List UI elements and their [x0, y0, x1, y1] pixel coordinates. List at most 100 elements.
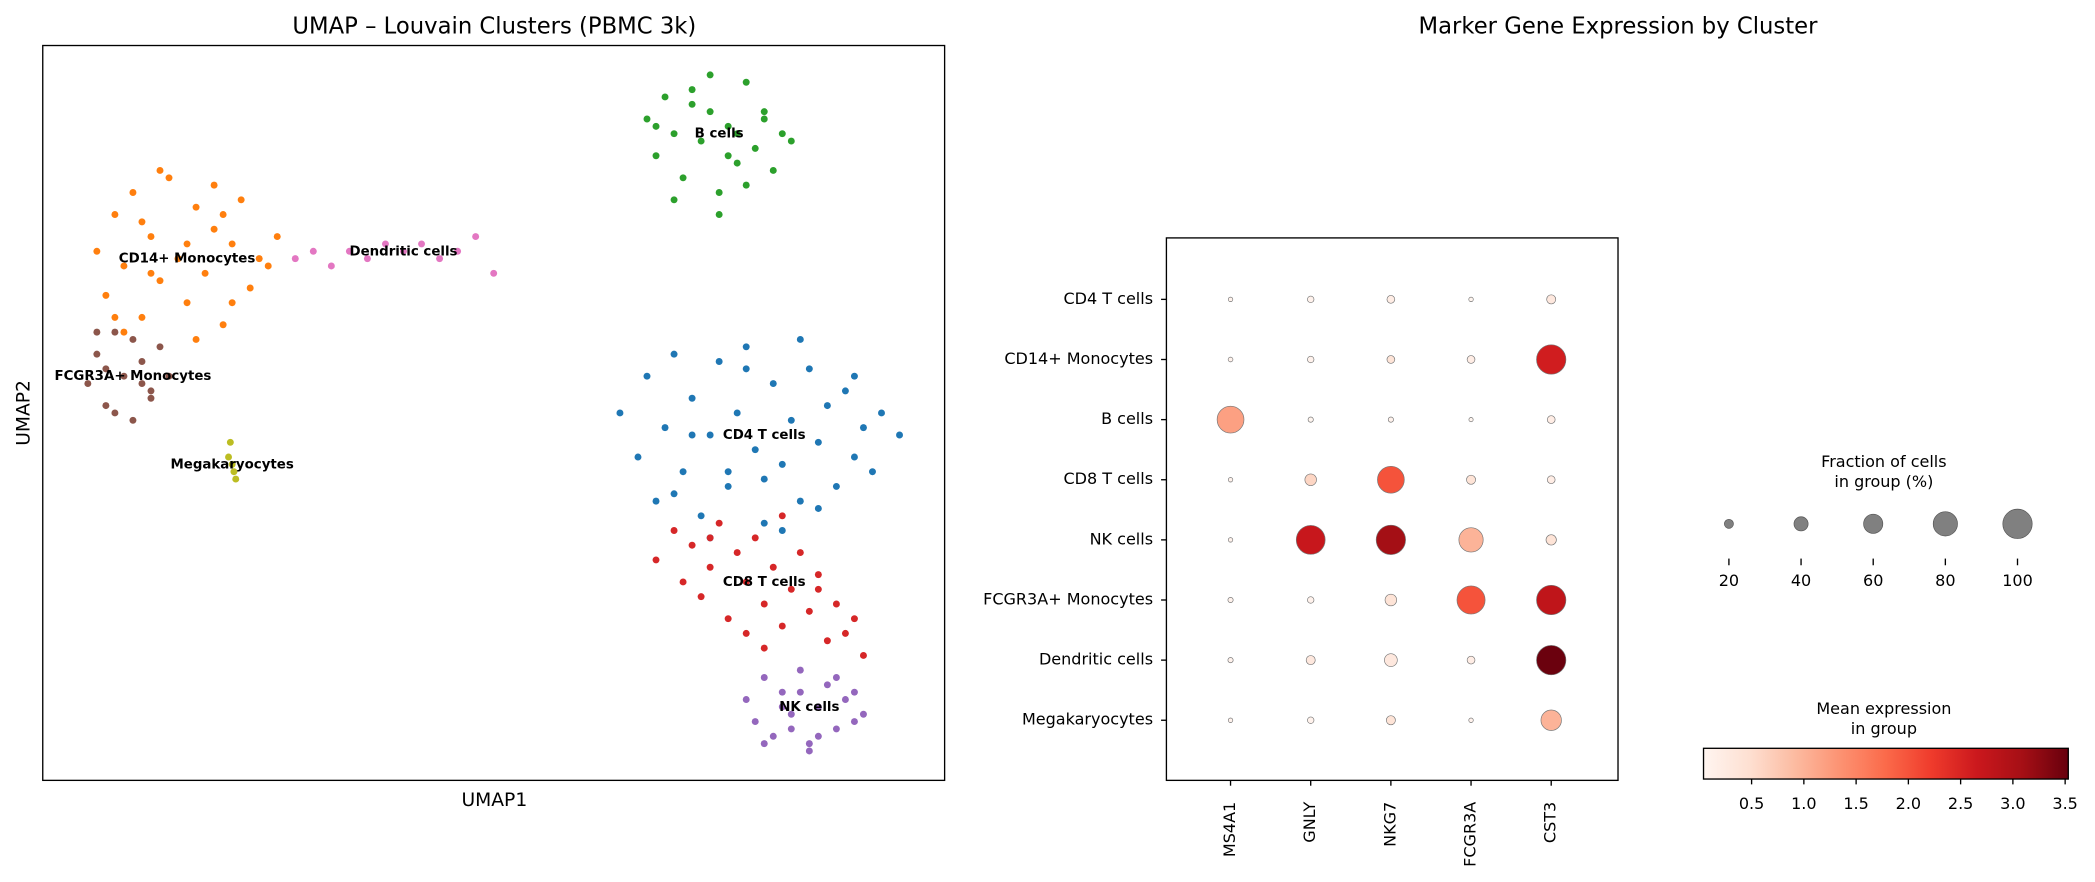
- cell-point: [814, 732, 822, 740]
- cell-point: [309, 247, 317, 255]
- cell-point: [778, 460, 786, 468]
- cell-point: [859, 651, 867, 659]
- cell-point: [787, 710, 795, 718]
- cluster-label: NK cells: [779, 700, 839, 715]
- cell-point: [228, 240, 236, 248]
- cell-point: [778, 622, 786, 630]
- cell-point: [688, 541, 696, 549]
- cell-point: [733, 549, 741, 557]
- plot-frame: [1165, 237, 1619, 782]
- cell-point: [724, 122, 732, 130]
- cell-point: [634, 453, 642, 461]
- cell-point: [706, 108, 714, 116]
- cell-point: [111, 409, 119, 417]
- cell-point: [225, 453, 233, 461]
- dotplot-title: Marker Gene Expression by Cluster: [1419, 13, 1819, 39]
- x-tick-label: NKG7: [1380, 802, 1399, 847]
- cell-point: [670, 350, 678, 358]
- cell-point: [778, 130, 786, 138]
- cell-point: [778, 527, 786, 534]
- cell-point: [769, 166, 777, 174]
- expression-dot: [1307, 355, 1315, 364]
- cell-point: [138, 358, 146, 365]
- cell-point: [724, 468, 732, 476]
- cell-point: [93, 350, 101, 358]
- expression-dot: [1386, 295, 1396, 304]
- cell-point: [228, 299, 236, 307]
- cell-point: [706, 563, 714, 571]
- expression-dot: [1305, 655, 1316, 665]
- size-legend-label: 100: [2002, 571, 2033, 590]
- cell-point: [850, 718, 858, 726]
- cell-point: [156, 277, 164, 285]
- y-tick-label: FCGR3A+ Monocytes: [983, 589, 1153, 608]
- cell-point: [670, 527, 678, 534]
- cell-point: [742, 181, 750, 189]
- cell-point: [102, 402, 110, 410]
- cell-point: [760, 674, 768, 681]
- cell-point: [345, 247, 353, 255]
- cell-point: [679, 468, 687, 476]
- cell-point: [156, 166, 164, 174]
- cell-point: [805, 607, 813, 615]
- y-tick-label: Dendritic cells: [1039, 650, 1153, 669]
- expression-dot: [1227, 296, 1234, 302]
- cell-point: [751, 446, 759, 454]
- cell-point: [706, 431, 714, 439]
- cell-point: [174, 255, 182, 263]
- expression-dot: [1227, 537, 1234, 543]
- cell-point: [760, 475, 768, 483]
- cell-point: [878, 409, 885, 417]
- expression-dot: [1536, 645, 1567, 676]
- cell-point: [183, 299, 191, 307]
- cell-point: [760, 115, 768, 123]
- expression-dot: [1387, 416, 1394, 423]
- cell-point: [120, 372, 128, 380]
- cell-point: [201, 269, 209, 277]
- cell-point: [643, 372, 651, 380]
- cell-point: [850, 372, 858, 380]
- expression-dot: [1466, 474, 1476, 485]
- cell-point: [706, 534, 714, 542]
- cell-point: [111, 328, 119, 336]
- cell-point: [814, 438, 822, 446]
- cell-point: [733, 159, 741, 167]
- expression-dot: [1466, 655, 1476, 665]
- cell-point: [769, 732, 777, 740]
- expression-dot: [1295, 525, 1326, 555]
- x-tick-label: GNLY: [1300, 802, 1319, 843]
- cell-point: [751, 144, 759, 152]
- cluster-label: CD8 T cells: [723, 575, 806, 590]
- cell-point: [688, 100, 696, 108]
- expression-dot: [1307, 716, 1315, 724]
- cell-point: [787, 725, 795, 733]
- cell-point: [805, 740, 813, 748]
- size-legend-label: 40: [1791, 571, 1811, 590]
- y-tick-label: NK cells: [1090, 529, 1153, 548]
- x-tick-label: CST3: [1541, 802, 1560, 843]
- x-tick-label: FCGR3A: [1461, 802, 1480, 867]
- cell-point: [688, 86, 696, 94]
- cell-point: [841, 696, 849, 704]
- cell-point: [120, 328, 128, 336]
- cell-point: [769, 563, 777, 571]
- cell-point: [823, 402, 831, 410]
- expression-dot: [1466, 355, 1476, 364]
- cell-point: [715, 519, 723, 527]
- cell-point: [147, 269, 155, 277]
- cell-point: [760, 600, 768, 608]
- expression-dot: [1386, 715, 1396, 726]
- size-legend-dot: [1932, 511, 1958, 537]
- cell-point: [796, 549, 804, 557]
- expression-dot: [1386, 355, 1396, 364]
- cell-point: [679, 174, 687, 182]
- cell-point: [226, 438, 234, 446]
- expression-dot: [1307, 295, 1315, 303]
- cell-point: [129, 416, 137, 424]
- cell-point: [796, 666, 804, 674]
- cell-point: [652, 556, 660, 564]
- y-tick-label: CD14+ Monocytes: [1004, 349, 1153, 368]
- cluster-label: FCGR3A+ Monocytes: [55, 369, 212, 384]
- cell-point: [156, 343, 164, 351]
